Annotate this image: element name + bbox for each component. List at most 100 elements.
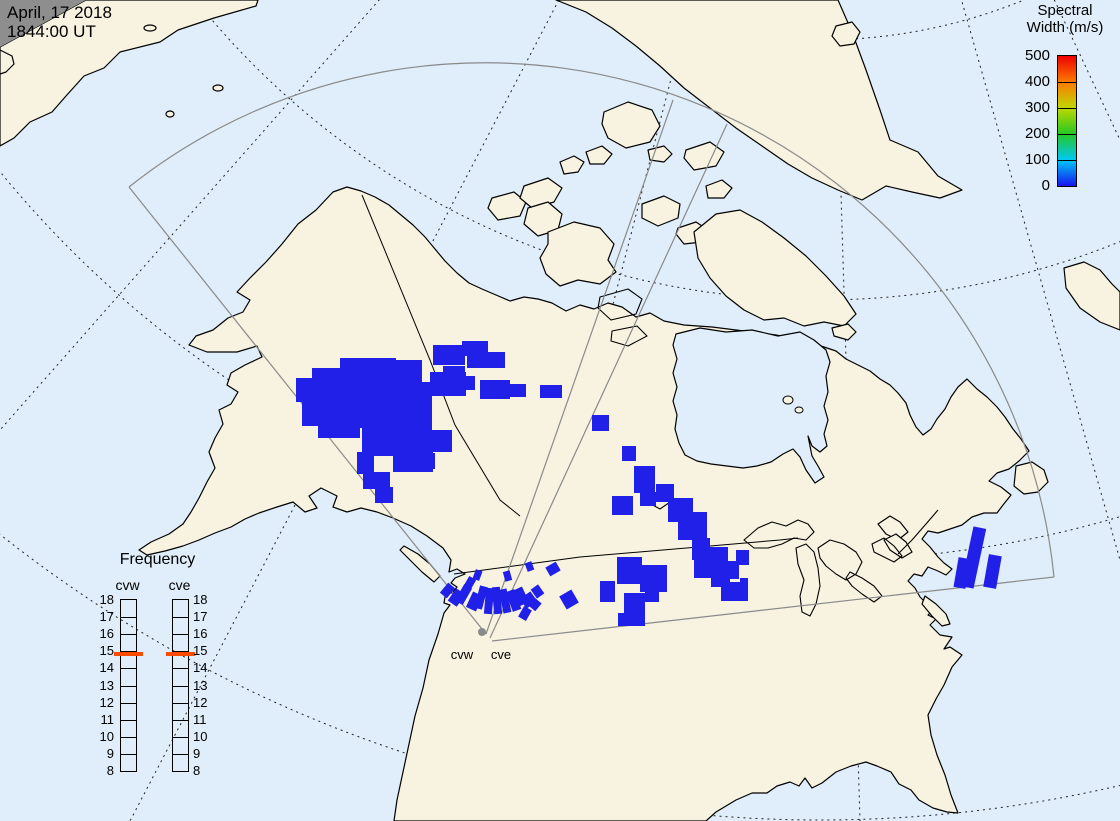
frequency-tick: 17 (193, 609, 208, 625)
date-text: April, 17 2018 (7, 3, 112, 22)
backscatter-cell (600, 581, 615, 602)
backscatter-cell (622, 446, 636, 461)
backscatter-cell (983, 554, 1002, 589)
backscatter-cell (612, 496, 633, 515)
frequency-tick: 18 (193, 592, 208, 607)
radar-site-dot (478, 628, 486, 636)
backscatter-cell (357, 452, 374, 474)
colorbar-tick: 200 (1024, 125, 1050, 142)
greenland-ellesmere (555, 0, 963, 201)
colorbar-tick: 0 (1041, 177, 1050, 194)
timestamp: April, 17 2018 1844:00 UT (7, 3, 112, 41)
lake-erie (845, 571, 883, 603)
colorbar-tick: 300 (1024, 99, 1050, 116)
newfoundland (1013, 461, 1049, 495)
colorbar-tick: 400 (1024, 73, 1050, 90)
frequency-tick: 8 (106, 763, 114, 778)
frequency-bar-cvw (120, 599, 137, 772)
backscatter-cell (318, 404, 360, 438)
backscatter-cell (524, 561, 535, 572)
lake-michigan (795, 543, 821, 617)
backscatter-cell (433, 345, 465, 365)
frequency-tick: 14 (99, 660, 114, 676)
frequency-radar-name: cve (168, 577, 191, 593)
lake-ontario (871, 537, 903, 563)
borders (361, 194, 799, 575)
st-lawrence-river (897, 509, 939, 555)
backscatter-cell (420, 430, 452, 452)
backscatter-cell (474, 585, 488, 610)
colorbar-ticks: 500 400 300 200 100 0 (998, 47, 1050, 194)
backscatter-cell (388, 360, 422, 382)
backscatter-cell (502, 570, 513, 582)
long-island (921, 595, 951, 627)
backscatter-cell (736, 550, 749, 565)
backscatter-cell (624, 593, 645, 618)
backscatter-cell (540, 385, 562, 398)
frequency-tick: 16 (193, 626, 208, 642)
backscatter-cell (472, 569, 483, 581)
backscatter-cell (480, 380, 510, 399)
backscatter-cell (519, 591, 538, 609)
frequency-tick: 9 (193, 745, 201, 761)
backscatter-cell (483, 587, 495, 615)
backscatter-cell (530, 584, 545, 599)
frequency-tick: 13 (99, 677, 114, 693)
backscatter-cell (461, 576, 477, 593)
frequency-tick: 8 (193, 763, 201, 778)
frequency-tick: 16 (99, 626, 114, 642)
backscatter-cell (417, 453, 435, 469)
chukotka-land (0, 0, 259, 147)
frequency-tick: 15 (99, 643, 114, 659)
frequency-tick: 10 (193, 728, 208, 744)
frequency-radar-name: cvw (115, 577, 140, 593)
frequency-tick: 17 (99, 609, 114, 625)
colorbar-tick: 500 (1024, 47, 1050, 64)
backscatter-cell (656, 484, 674, 502)
lake-superior (743, 519, 815, 549)
backscatter-cell (455, 376, 475, 390)
victoria-island (539, 221, 617, 287)
frequency-tick: 9 (106, 745, 114, 761)
time-text: 1844:00 UT (7, 22, 96, 41)
frequency-tick: 13 (193, 677, 208, 693)
backscatter-cell (640, 492, 656, 506)
frequency-tick: 14 (193, 660, 208, 676)
backscatter-cell (340, 358, 396, 388)
backscatter-cell (467, 352, 505, 368)
frequency-title: Frequency (119, 551, 196, 568)
backscatter-cell (518, 606, 532, 621)
backscatter-cell (392, 382, 432, 416)
backscatter-cell (678, 512, 707, 540)
backscatter-cell (740, 578, 748, 598)
backscatter-cell (559, 589, 579, 610)
backscatter-cell (363, 472, 390, 489)
backscatter-cell (528, 597, 542, 612)
map-label-cvw: cvw (451, 647, 474, 662)
colorbar-tick: 100 (1024, 151, 1050, 168)
backscatter-cell (498, 588, 512, 614)
backscatter-cell (953, 557, 971, 589)
vancouver-island (399, 545, 441, 583)
frequency-tick: 15 (193, 643, 208, 659)
frequency-tick: 18 (99, 592, 114, 607)
frequency-tick: 12 (193, 694, 208, 710)
backscatter-cell (375, 487, 393, 503)
backscatter-cells (296, 341, 1002, 626)
frequency-tick: 11 (193, 711, 207, 727)
frequency-marker-cve (166, 651, 195, 656)
backscatter-cell (724, 561, 739, 579)
backscatter-cell (592, 415, 609, 431)
backscatter-cell (634, 466, 655, 493)
frequency-tick: 12 (99, 694, 114, 710)
frequency-tick: 11 (100, 711, 115, 727)
backscatter-cell (617, 557, 642, 584)
frequency-tick: 10 (99, 728, 114, 744)
backscatter-cell (545, 561, 561, 577)
hudson-bay (672, 327, 831, 484)
great-bear-lake (597, 288, 643, 321)
backscatter-cell (640, 565, 667, 592)
backscatter-cell (618, 613, 645, 626)
